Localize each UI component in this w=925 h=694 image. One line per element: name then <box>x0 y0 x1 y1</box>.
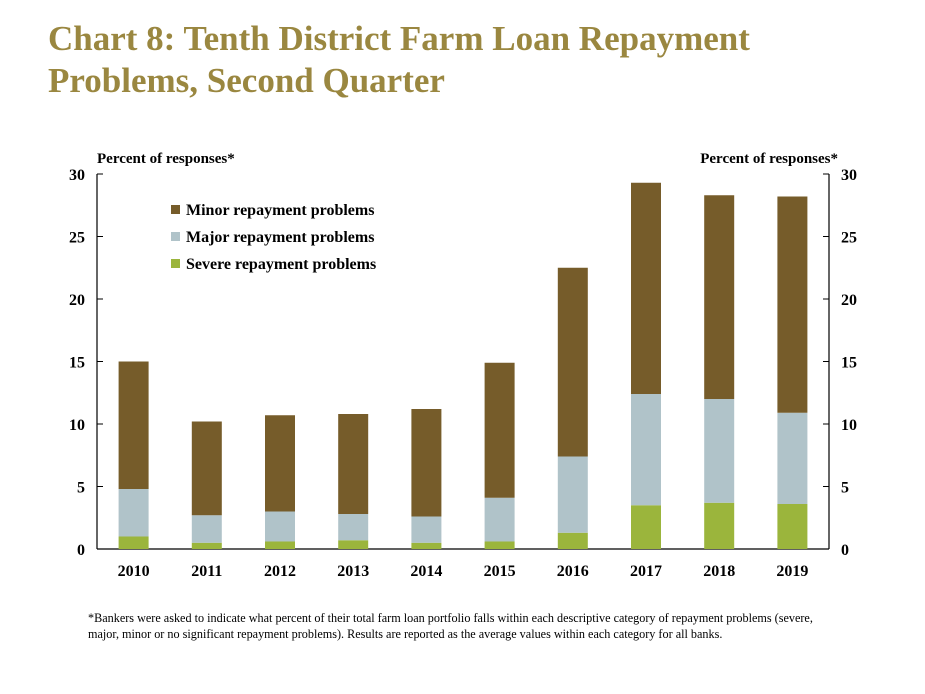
bar-2014-major <box>411 516 442 543</box>
bar-2019-minor <box>777 196 808 413</box>
bar-2016-minor <box>557 267 588 457</box>
y-tick-label-left: 5 <box>77 480 85 497</box>
y-tick-label-left: 10 <box>69 417 85 434</box>
legend-label: Minor repayment problems <box>186 202 374 219</box>
chart-title-line-1: Chart 8: Tenth District Farm Loan Repaym… <box>48 19 750 58</box>
legend-swatch <box>171 259 180 268</box>
chart-title-line-2: Problems, Second Quarter <box>48 61 445 100</box>
bar-2011-minor <box>191 421 222 516</box>
bar-2011-severe <box>191 542 222 549</box>
bar-2018-major <box>704 399 735 503</box>
bar-2019-severe <box>777 504 808 549</box>
bar-2012-major <box>265 511 295 542</box>
x-tick-label: 2015 <box>484 563 516 580</box>
y-tick-label-right: 5 <box>841 480 849 497</box>
bar-2017-minor <box>631 182 661 394</box>
footnote: *Bankers were asked to indicate what per… <box>88 611 813 641</box>
y-tick-label-right: 15 <box>841 355 857 372</box>
y-tick-label-left: 25 <box>69 230 85 247</box>
bar-2017-major <box>631 394 661 506</box>
bar-2018-minor <box>704 195 735 399</box>
bar-2010-minor <box>118 361 149 489</box>
y-tick-label-right: 25 <box>841 230 857 247</box>
x-tick-label: 2019 <box>776 563 808 580</box>
x-tick-label: 2018 <box>703 563 735 580</box>
bar-2015-severe <box>484 541 515 549</box>
bar-2014-severe <box>411 542 442 549</box>
legend-label: Major repayment problems <box>186 229 374 246</box>
x-tick-label: 2017 <box>630 563 662 580</box>
y-tick-label-right: 30 <box>841 167 857 184</box>
y-tick-label-left: 30 <box>69 167 85 184</box>
bar-2013-major <box>338 514 369 541</box>
x-tick-label: 2013 <box>337 563 369 580</box>
bar-2014-minor <box>411 409 442 517</box>
bar-2015-major <box>484 497 515 542</box>
x-tick-label: 2010 <box>118 563 150 580</box>
bar-2017-severe <box>631 505 661 549</box>
bar-2011-major <box>191 515 222 543</box>
bar-2012-minor <box>265 415 295 512</box>
legend-swatch <box>171 205 180 214</box>
x-tick-label: 2011 <box>191 563 222 580</box>
y-tick-label-left: 20 <box>69 292 85 309</box>
bar-2018-severe <box>704 502 735 549</box>
x-tick-label: 2016 <box>557 563 589 580</box>
y-tick-label-right: 10 <box>841 417 857 434</box>
legend: Minor repayment problems Major repayment … <box>171 202 376 273</box>
bar-2013-minor <box>338 414 369 514</box>
legend-swatch <box>171 232 180 241</box>
y-tick-label-right: 0 <box>841 542 849 559</box>
x-tick-label: 2014 <box>410 563 442 580</box>
bar-2010-major <box>118 489 149 537</box>
y-tick-label-right: 20 <box>841 292 857 309</box>
bar-2012-severe <box>265 541 295 549</box>
bar-2015-minor <box>484 362 515 498</box>
bar-2013-severe <box>338 540 369 549</box>
legend-label: Severe repayment problems <box>186 256 376 273</box>
y-axis-label-left: Percent of responses* <box>97 151 235 167</box>
x-tick-label: 2012 <box>264 563 296 580</box>
y-axis-label-right: Percent of responses* <box>700 151 838 167</box>
bar-2016-severe <box>557 532 588 549</box>
bars <box>118 182 808 549</box>
bar-2016-major <box>557 456 588 533</box>
chart-title: Chart 8: Tenth District Farm Loan Repaym… <box>48 18 908 102</box>
bar-2019-major <box>777 412 808 504</box>
bar-2010-severe <box>118 536 149 549</box>
y-tick-label-left: 0 <box>77 542 85 559</box>
y-tick-label-left: 15 <box>69 355 85 372</box>
